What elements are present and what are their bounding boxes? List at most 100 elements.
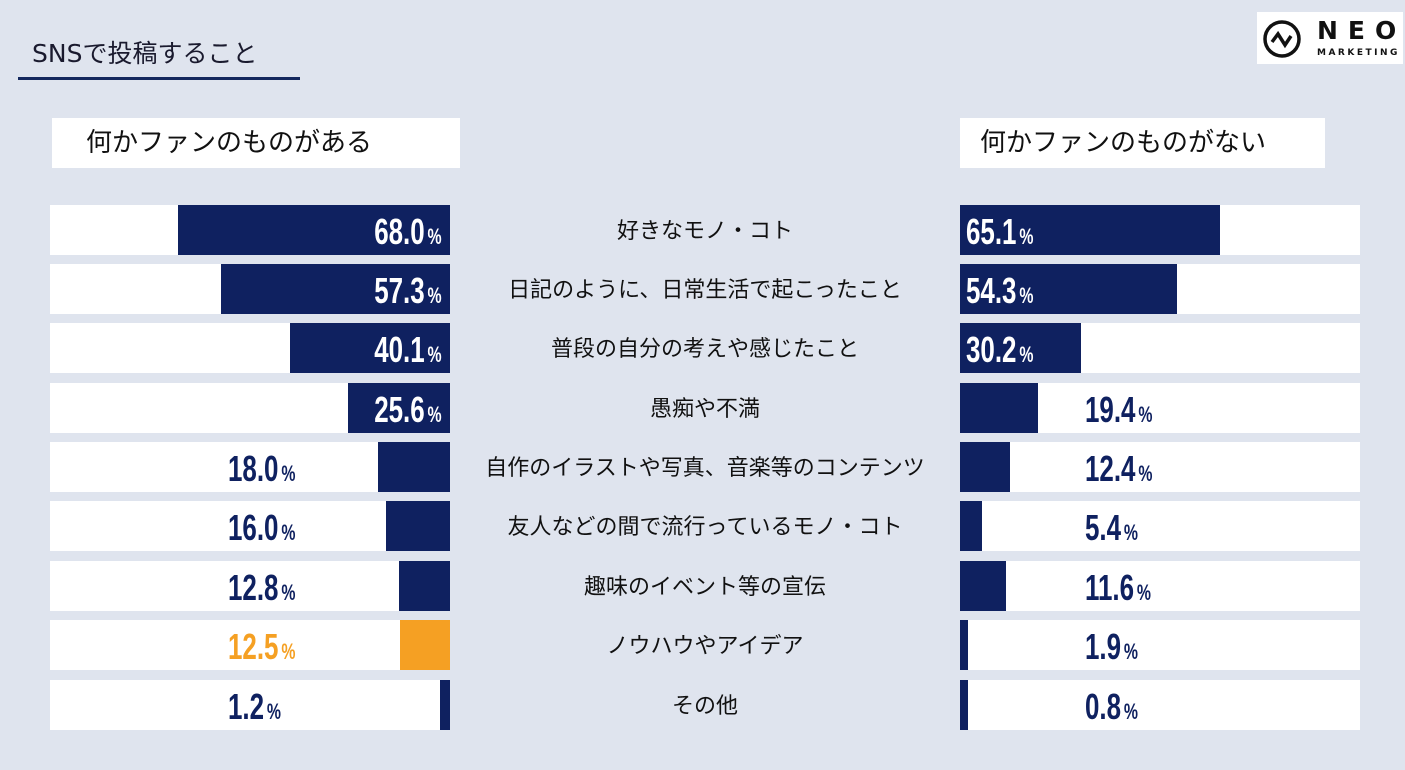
category-label: 愚痴や不満 <box>649 397 760 422</box>
percent-sign: % <box>266 699 281 724</box>
percent-sign: % <box>1019 283 1034 308</box>
value-number: 16.0 <box>228 507 279 548</box>
value-number: 30.2 <box>966 329 1017 370</box>
right-bar-track: 5.4% <box>960 501 1360 551</box>
percent-sign: % <box>1138 402 1153 427</box>
value-label: 5.4% <box>1085 501 1138 551</box>
left-bar <box>347 383 450 433</box>
value-number: 5.4 <box>1085 507 1122 548</box>
category-label: その他 <box>671 694 738 719</box>
right-bar <box>960 264 1178 314</box>
value-number: 65.1 <box>966 211 1017 252</box>
percent-sign: % <box>427 224 442 249</box>
value-number: 57.3 <box>374 270 426 311</box>
right-bar-track: 65.1% <box>960 205 1360 255</box>
value-label: 30.2% <box>966 323 1033 373</box>
left-bar-track: 40.1% <box>50 323 450 373</box>
value-number: 12.8 <box>228 567 279 608</box>
right-bar-track: 30.2% <box>960 323 1360 373</box>
left-bar-track: 57.3% <box>50 264 450 314</box>
right-bar-track: 11.6% <box>960 561 1360 611</box>
category-label: 好きなモノ・コト <box>616 219 793 244</box>
left-bar <box>220 264 450 314</box>
value-number: 54.3 <box>966 270 1017 311</box>
value-label: 40.1% <box>375 323 442 373</box>
value-label: 1.9% <box>1085 620 1138 670</box>
percent-sign: % <box>1019 224 1034 249</box>
right-bar <box>960 205 1221 255</box>
value-number: 12.5 <box>228 626 279 667</box>
value-label: 68.0% <box>375 205 442 255</box>
right-bar <box>960 442 1010 492</box>
value-number: 40.1 <box>374 329 426 370</box>
percent-sign: % <box>281 520 296 545</box>
left-bar-track: 1.2% <box>50 680 450 730</box>
right-bar-track: 0.8% <box>960 680 1360 730</box>
value-number: 68.0 <box>374 211 426 252</box>
right-series-header: 何かファンのものがない <box>960 118 1325 168</box>
right-bar-track: 12.4% <box>960 442 1360 492</box>
logo-icon <box>1263 20 1301 58</box>
percent-sign: % <box>281 639 296 664</box>
left-bar <box>378 442 450 492</box>
left-bar-track: 25.6% <box>50 383 450 433</box>
title-underline <box>18 77 300 80</box>
percent-sign: % <box>1123 520 1138 545</box>
right-bar-track: 54.3% <box>960 264 1360 314</box>
value-label: 0.8% <box>1085 680 1138 730</box>
percent-sign: % <box>427 283 442 308</box>
right-bar <box>960 383 1038 433</box>
left-bar <box>386 501 450 551</box>
value-label: 12.5% <box>228 620 295 670</box>
neo-marketing-logo: NEO MARKETING <box>1257 12 1403 64</box>
value-number: 18.0 <box>228 448 279 489</box>
left-bar <box>400 620 450 670</box>
left-bar-track: 12.5% <box>50 620 450 670</box>
value-number: 11.6 <box>1085 567 1135 608</box>
left-bar-track: 18.0% <box>50 442 450 492</box>
value-label: 12.4% <box>1085 442 1152 492</box>
percent-sign: % <box>1138 461 1153 486</box>
value-label: 12.8% <box>228 561 295 611</box>
percent-sign: % <box>1019 342 1034 367</box>
value-label: 1.2% <box>228 680 281 730</box>
category-label: 普段の自分の考えや感じたこと <box>550 337 859 362</box>
percent-sign: % <box>1123 639 1138 664</box>
value-label: 54.3% <box>966 264 1033 314</box>
value-number: 1.2 <box>228 686 265 727</box>
value-label: 57.3% <box>375 264 442 314</box>
value-label: 65.1% <box>966 205 1033 255</box>
right-bar <box>960 561 1007 611</box>
left-bar-track: 12.8% <box>50 561 450 611</box>
logo-text: NEO <box>1317 16 1405 45</box>
category-label: 友人などの間で流行っているモノ・コト <box>507 515 903 540</box>
left-bar-track: 16.0% <box>50 501 450 551</box>
left-bar-track: 68.0% <box>50 205 450 255</box>
value-number: 1.9 <box>1085 626 1122 667</box>
chart-title: SNSで投稿すること <box>32 39 258 68</box>
percent-sign: % <box>281 580 296 605</box>
percent-sign: % <box>1136 580 1151 605</box>
percent-sign: % <box>281 461 296 486</box>
percent-sign: % <box>1123 699 1138 724</box>
value-label: 25.6% <box>375 383 442 433</box>
category-label: 自作のイラストや写真、音楽等のコンテンツ <box>485 456 925 481</box>
right-bar <box>960 323 1081 373</box>
value-number: 19.4 <box>1085 389 1136 430</box>
left-bar <box>398 561 450 611</box>
left-series-header: 何かファンのものがある <box>52 118 460 168</box>
value-label: 18.0% <box>228 442 295 492</box>
category-label: 趣味のイベント等の宣伝 <box>583 575 826 600</box>
logo-subtext: MARKETING <box>1317 48 1400 58</box>
value-label: 16.0% <box>228 501 295 551</box>
category-label: 日記のように、日常生活で起こったこと <box>508 278 902 303</box>
category-label: ノウハウやアイデア <box>606 634 804 659</box>
left-bar <box>178 205 450 255</box>
left-bar <box>440 680 450 730</box>
percent-sign: % <box>427 402 442 427</box>
right-bar <box>960 501 982 551</box>
value-label: 11.6% <box>1085 561 1151 611</box>
percent-sign: % <box>427 342 442 367</box>
value-number: 0.8 <box>1085 686 1122 727</box>
right-bar <box>960 620 968 670</box>
